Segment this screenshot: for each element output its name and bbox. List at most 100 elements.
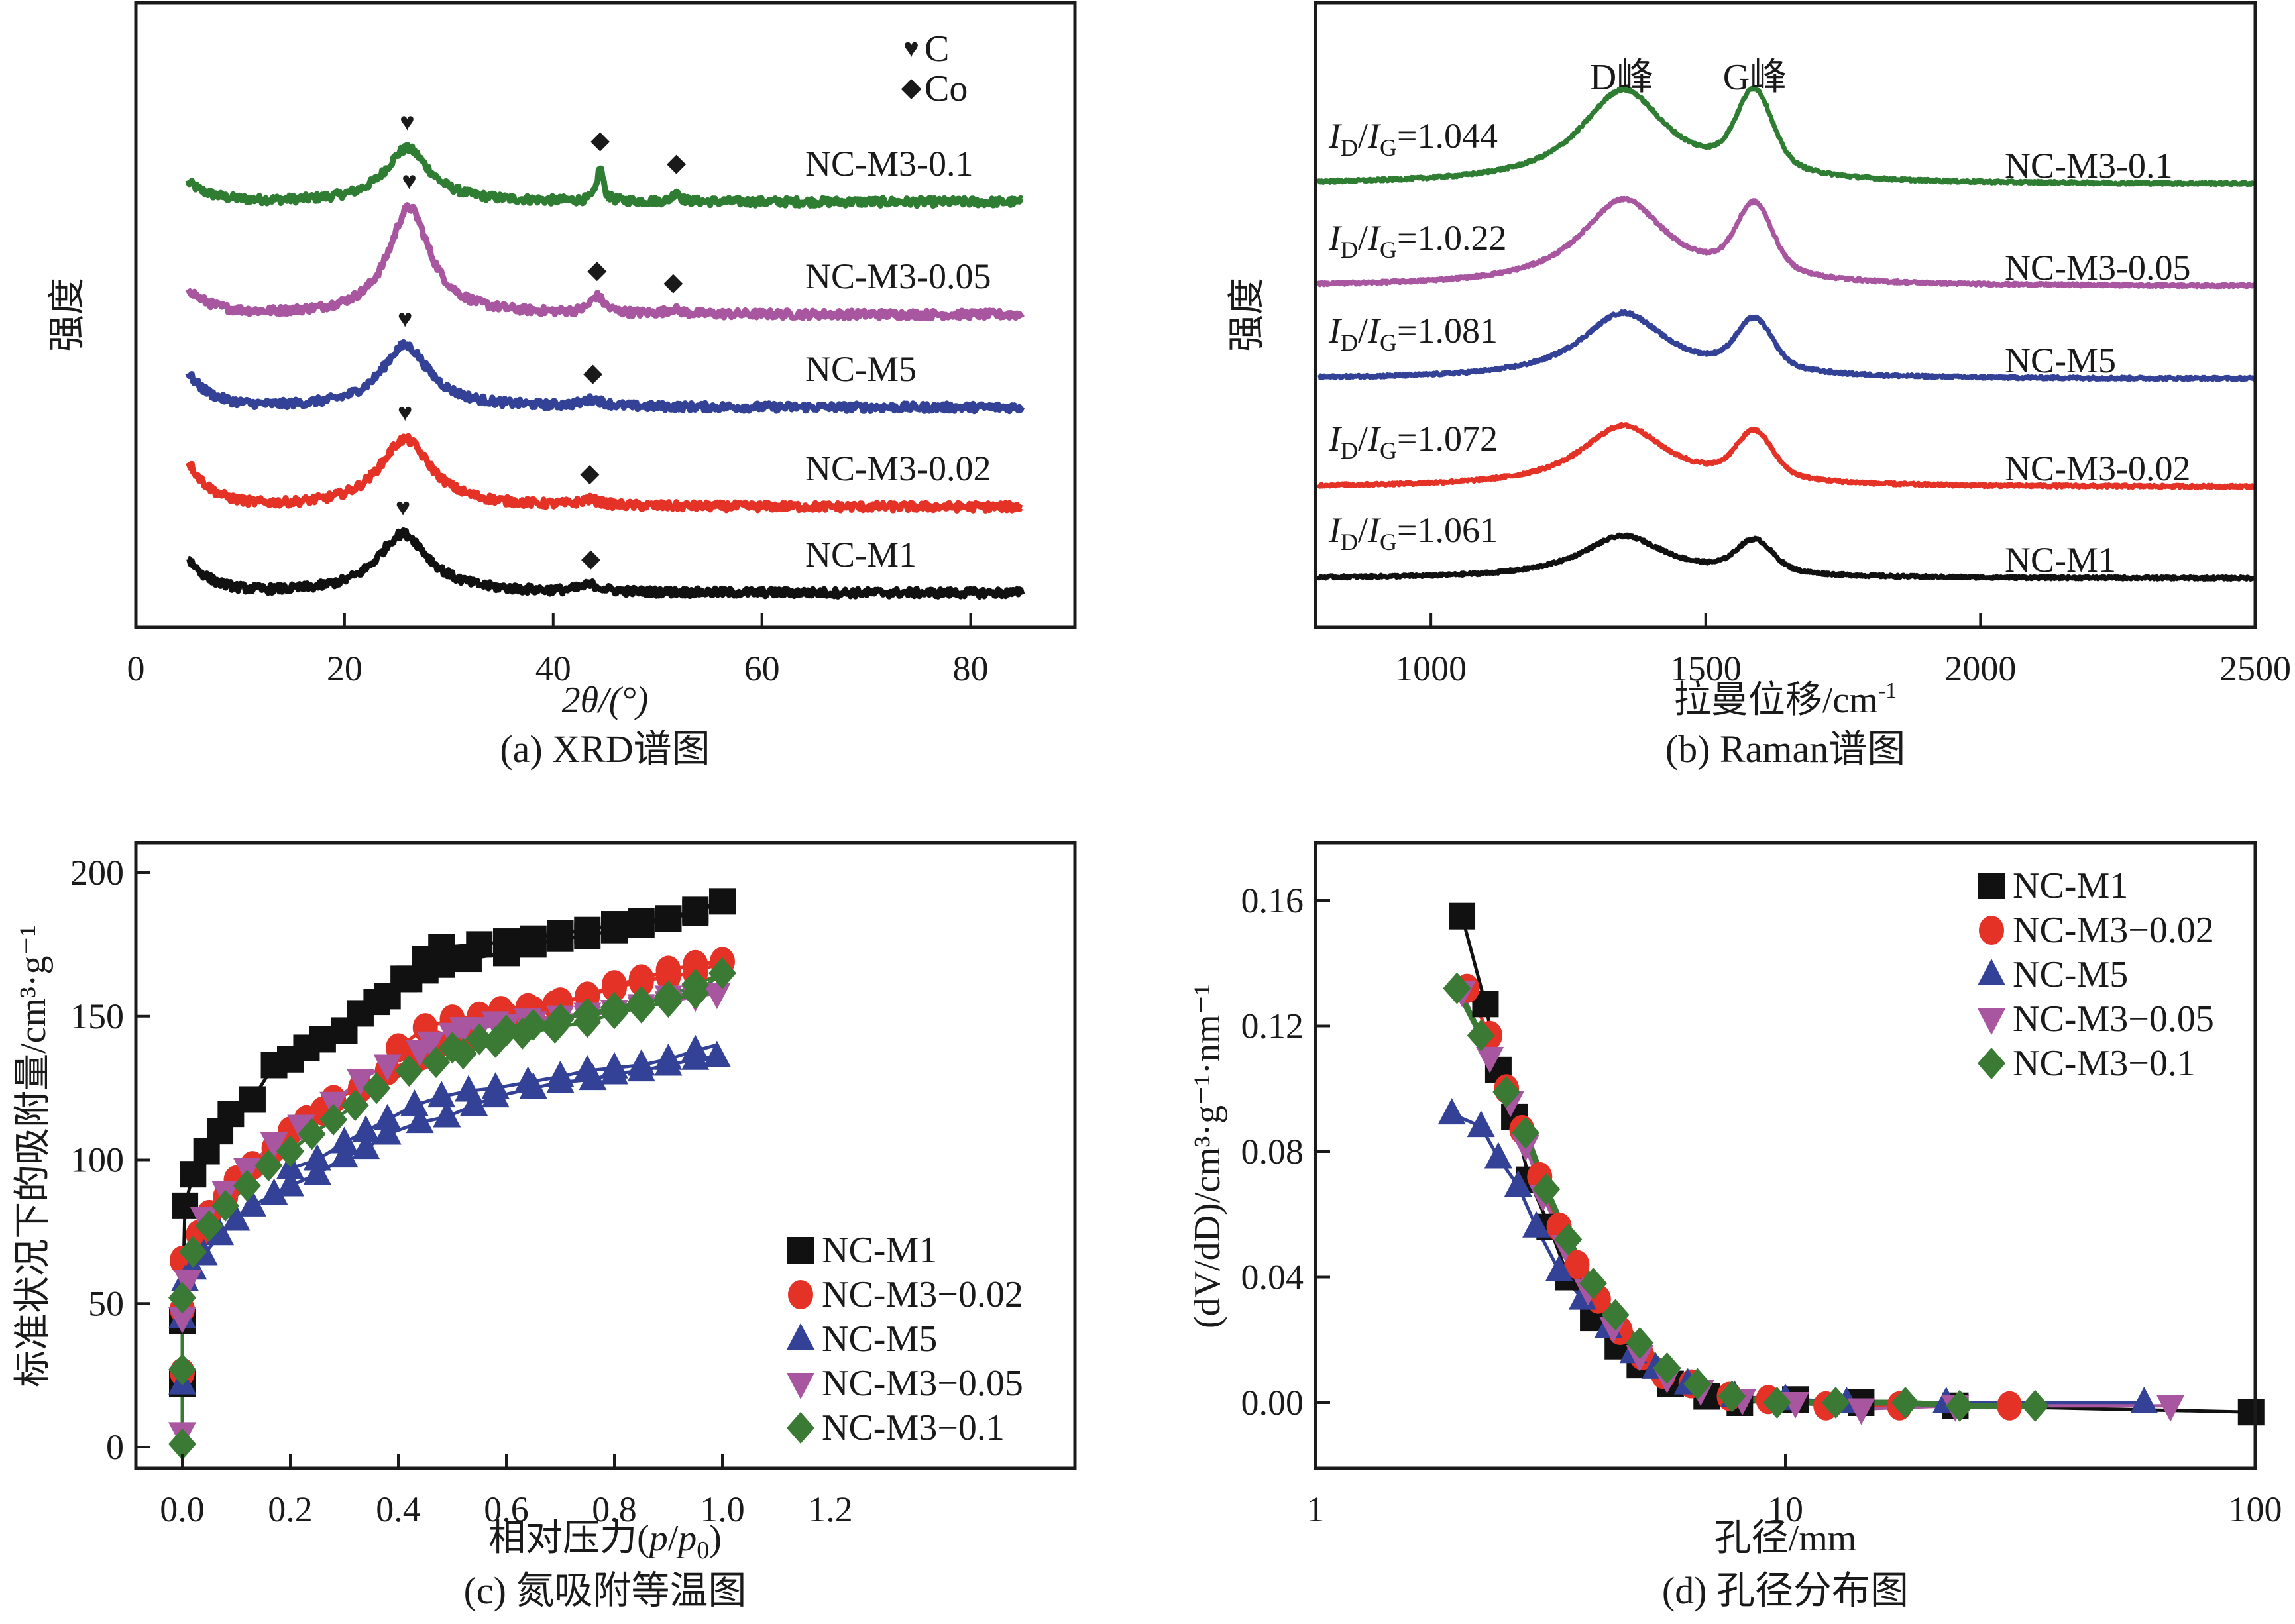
isotherm-data-point: [179, 1236, 207, 1268]
pore-y-tick-label: 0.12: [1241, 1006, 1304, 1046]
isotherm-data-point: [547, 920, 574, 947]
cobalt-peak-diamond-icon: ◆: [580, 460, 600, 488]
pore-data-point: [1763, 1387, 1791, 1419]
raman-plot-frame: [1314, 1, 2257, 629]
isotherm-data-point: [628, 964, 654, 994]
isotherm-x-tick-label: 1.0: [700, 1489, 745, 1529]
pore-y-axis-label: (dV/dD)/cm³·g⁻¹·nm⁻¹: [1187, 984, 1228, 1328]
raman-x-ticks: 1000 1500 2000 2500: [1395, 613, 2291, 688]
isotherm-data-point: [211, 1189, 240, 1222]
xrd-peak-markers: ♥ ◆ ◆ ♥ ◆ ◆ ♥ ◆ ♥ ◆ ♥ ◆: [396, 108, 687, 572]
isotherm-data-point: [628, 908, 655, 935]
isotherm-data-point: [627, 986, 655, 1018]
isotherm-y-tick-label: 100: [70, 1140, 124, 1180]
isotherm-data-point: [438, 1032, 467, 1064]
isotherm-points: [168, 888, 736, 1460]
isotherm-data-point: [168, 1353, 196, 1385]
xrd-x-tick-label: 60: [744, 649, 780, 688]
xrd-series-line: [186, 527, 1025, 600]
isotherm-data-point: [514, 1066, 542, 1093]
xrd-series-label: NC-M3-0.1: [805, 144, 974, 184]
isotherm-data-point: [709, 888, 736, 915]
xrd-x-tick-label: 40: [535, 649, 571, 688]
pore-data-point: [1822, 1387, 1850, 1419]
pore-data-point: [1522, 1211, 1551, 1238]
pore-data-point: [1512, 1116, 1540, 1149]
isotherm-data-point: [298, 1118, 326, 1150]
legend-diamond-icon: [787, 1412, 814, 1444]
isotherm-data-point: [655, 905, 682, 932]
raman-x-tick-label: 2500: [2219, 649, 2291, 688]
cobalt-peak-diamond-icon: ◆: [583, 359, 603, 387]
legend-square-icon: [787, 1237, 814, 1264]
pore-data-point: [1467, 1110, 1495, 1138]
pore-data-point: [1554, 1223, 1583, 1256]
isotherm-data-point: [303, 1144, 331, 1171]
legend-square-icon: [1978, 873, 2005, 899]
pore-data-point: [1564, 1250, 1590, 1279]
legend-heart-icon: ♥: [903, 33, 919, 63]
isotherm-data-point: [180, 1161, 207, 1188]
isotherm-x-tick-label: 0.2: [268, 1489, 313, 1529]
legend-circle-icon: [788, 1280, 813, 1309]
pore-series-line: [1460, 916, 2251, 1414]
pore-lines: [1451, 916, 2251, 1414]
g-peak-label: G峰: [1723, 57, 1787, 98]
xrd-x-tick-label: 80: [953, 649, 989, 688]
raman-x-tick-label: 2000: [1944, 649, 2016, 688]
carbon-peak-heart-icon: ♥: [398, 305, 413, 333]
legend-diamond-icon: [1978, 1048, 2005, 1079]
isotherm-data-point: [427, 1081, 456, 1108]
isotherm-data-point: [206, 1218, 235, 1246]
pore-data-point: [1891, 1387, 1919, 1419]
id-ig-ratio-label: ID/IG=1.0.22: [1328, 218, 1506, 263]
pore-data-point: [1492, 1075, 1521, 1108]
xrd-series-line: [185, 142, 1024, 209]
isotherm-data-point: [330, 1126, 359, 1154]
cobalt-peak-diamond-icon: ◆: [590, 127, 610, 154]
isotherm-y-tick-label: 50: [88, 1283, 124, 1323]
isotherm-y-tick-label: 200: [70, 853, 124, 893]
isotherm-data-point: [573, 1055, 602, 1082]
isotherm-x-tick-label: 0.8: [592, 1489, 637, 1529]
isotherm-data-point: [546, 1060, 575, 1087]
isotherm-data-point: [682, 896, 709, 924]
isotherm-data-point: [373, 1103, 402, 1130]
cobalt-peak-diamond-icon: ◆: [581, 545, 601, 572]
xrd-series-label: NC-M3-0.05: [805, 256, 991, 296]
isotherm-data-point: [520, 925, 547, 952]
raman-series-label: NC-M3-0.1: [2005, 146, 2173, 186]
isotherm-x-tick-label: 0.6: [484, 1489, 529, 1529]
isotherm-data-point: [519, 1008, 547, 1041]
isotherm-data-point: [172, 1192, 199, 1219]
isotherm-xlabel-part2: /: [668, 1518, 679, 1559]
isotherm-data-point: [655, 955, 681, 985]
pore-data-point: [2156, 1395, 2185, 1422]
xrd-series-line: [185, 339, 1025, 415]
isotherm-data-point: [260, 1178, 288, 1205]
isotherm-data-point: [254, 1150, 283, 1182]
isotherm-data-point: [276, 1169, 304, 1197]
raman-series-label: NC-M5: [2005, 341, 2116, 380]
pore-data-point: [1579, 1267, 1608, 1299]
isotherm-data-point: [573, 997, 602, 1030]
xrd-caption: (a) XRD谱图: [500, 728, 710, 771]
isotherm-data-point: [574, 916, 601, 944]
d-peak-label: D峰: [1590, 57, 1653, 98]
isotherm-data-point: [352, 1132, 380, 1160]
raman-series-line: [1315, 195, 2257, 290]
isotherm-data-point: [600, 991, 628, 1024]
isotherm-data-point: [168, 1307, 196, 1334]
raman-x-tick-label: 1000: [1395, 649, 1467, 688]
isotherm-data-point: [683, 949, 708, 979]
isotherm-data-point: [174, 1270, 202, 1297]
pore-data-point: [2021, 1389, 2049, 1422]
isotherm-data-point: [449, 1017, 477, 1044]
pore-data-point: [1532, 1173, 1561, 1205]
id-ig-ratio-label: ID/IG=1.081: [1328, 311, 1498, 356]
carbon-peak-heart-icon: ♥: [396, 494, 411, 521]
isotherm-data-point: [400, 1089, 429, 1116]
isotherm-data-point: [233, 1169, 261, 1202]
cobalt-peak-diamond-icon: ◆: [663, 268, 683, 296]
